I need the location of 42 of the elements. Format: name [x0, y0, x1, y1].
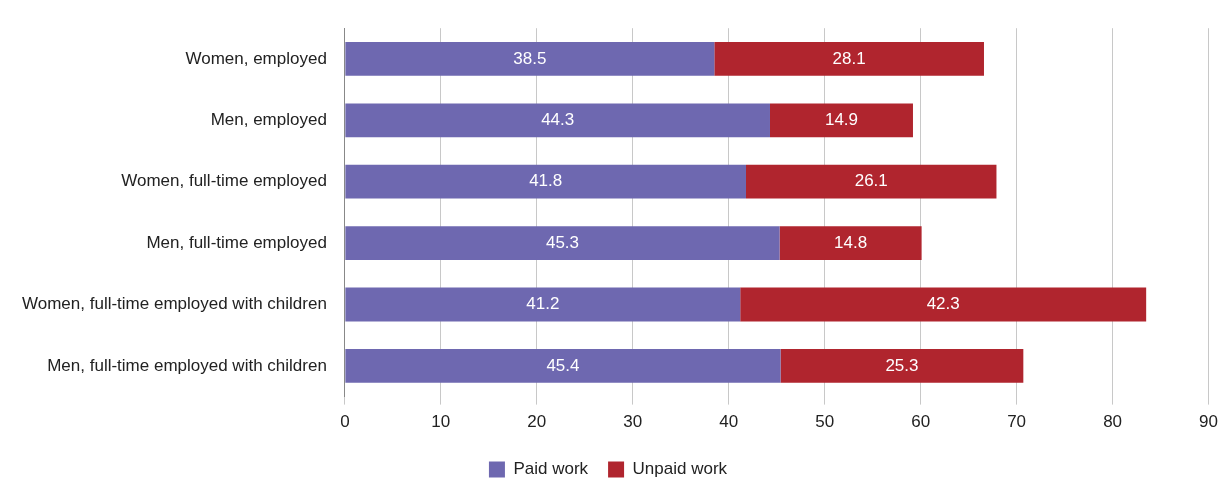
x-tick-label: 50 [815, 412, 835, 432]
bar [345, 42, 715, 76]
data-label: 25.3 [885, 355, 919, 375]
bar [780, 349, 1024, 383]
y-tick-label: Women, full-time employed with children [21, 294, 327, 314]
data-label: 14.9 [824, 109, 859, 129]
x-tick-label: 70 [1007, 412, 1027, 432]
bar [779, 226, 922, 260]
data-label: 41.8 [529, 171, 563, 191]
bar [769, 103, 913, 138]
bar [345, 349, 781, 383]
x-tick-label: 20 [527, 412, 547, 432]
bar [345, 287, 741, 322]
bar [345, 103, 770, 138]
data-label: 14.8 [834, 232, 868, 252]
data-label: 28.1 [832, 48, 866, 68]
y-tick-label: Women, employed [185, 48, 327, 68]
y-tick-label: Men, employed [210, 109, 327, 129]
data-label: 26.1 [854, 171, 888, 191]
y-tick-label: Men, full-time employed with children [47, 355, 327, 375]
x-tick-label: 40 [719, 412, 739, 432]
x-tick-label: 10 [431, 412, 451, 432]
y-tick-label: Men, full-time employed [146, 232, 327, 252]
x-tick-label: 60 [911, 412, 931, 432]
legend-label: Unpaid work [632, 459, 728, 479]
data-label: 42.3 [926, 294, 960, 314]
data-label: 45.3 [545, 232, 580, 252]
x-tick-label: 30 [623, 412, 643, 432]
bar [746, 164, 997, 199]
bar [714, 42, 984, 76]
bar [345, 226, 780, 260]
bar [345, 164, 746, 199]
data-label: 41.2 [526, 294, 560, 314]
data-label: 45.4 [546, 355, 580, 375]
data-label: 38.5 [513, 48, 547, 68]
x-tick-label: 90 [1199, 412, 1219, 432]
x-tick-label: 80 [1103, 412, 1123, 432]
y-tick-label: Women, full-time employed [121, 171, 327, 191]
x-tick-label: 0 [340, 412, 350, 432]
data-label: 44.3 [541, 109, 575, 129]
legend-label: Paid work [513, 459, 589, 479]
bar [740, 287, 1147, 322]
